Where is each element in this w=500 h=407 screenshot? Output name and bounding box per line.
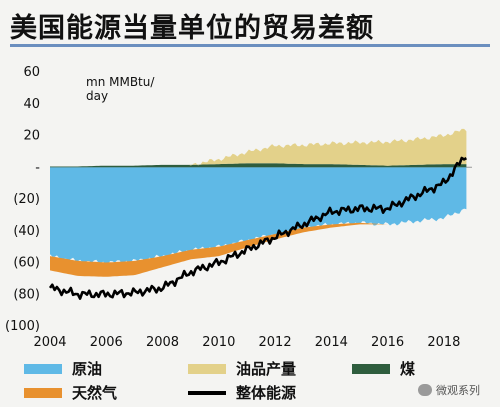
y-tick-label: 20 [23, 129, 40, 144]
area-gas [50, 208, 467, 277]
x-tick-label: 2008 [146, 335, 179, 350]
chart-title: 美国能源当量单位的贸易差额 [10, 13, 374, 44]
area-products [50, 128, 467, 167]
y-tick-label: (40) [13, 224, 40, 239]
y-tick-label: (60) [13, 256, 40, 271]
wechat-icon [418, 384, 432, 396]
watermark: 微观系列 [418, 382, 480, 398]
area-series [50, 128, 467, 277]
line-total-energy [48, 156, 468, 300]
title-underline [10, 44, 490, 47]
y-tick-label: 40 [23, 97, 40, 112]
unit-label: mn MMBtu/ [86, 75, 155, 89]
watermark-text: 微观系列 [436, 384, 480, 397]
y-tick-label: - [35, 160, 40, 175]
unit-label-group: mn MMBtu/day [86, 75, 155, 103]
x-axis: 2004 2006 2008 2010 2012 2014 2016 2018 [33, 335, 460, 350]
y-tick-label: (20) [13, 192, 40, 207]
y-tick-label: (100) [5, 319, 40, 334]
y-axis: 60 40 20 - (20) (40) (60) (80) (100) [5, 65, 40, 334]
unit-label: day [86, 89, 108, 103]
x-tick-label: 2016 [371, 335, 404, 350]
x-tick-label: 2006 [90, 335, 123, 350]
y-tick-label: 60 [23, 65, 40, 80]
x-tick-label: 2010 [202, 335, 235, 350]
x-tick-label: 2014 [315, 335, 348, 350]
area-crude [50, 167, 467, 265]
x-tick-label: 2018 [427, 335, 460, 350]
area-coal [50, 163, 467, 168]
y-tick-label: (80) [13, 287, 40, 302]
x-tick-label: 2004 [33, 335, 66, 350]
total-energy-line-group [48, 156, 468, 300]
x-tick-label: 2012 [259, 335, 292, 350]
